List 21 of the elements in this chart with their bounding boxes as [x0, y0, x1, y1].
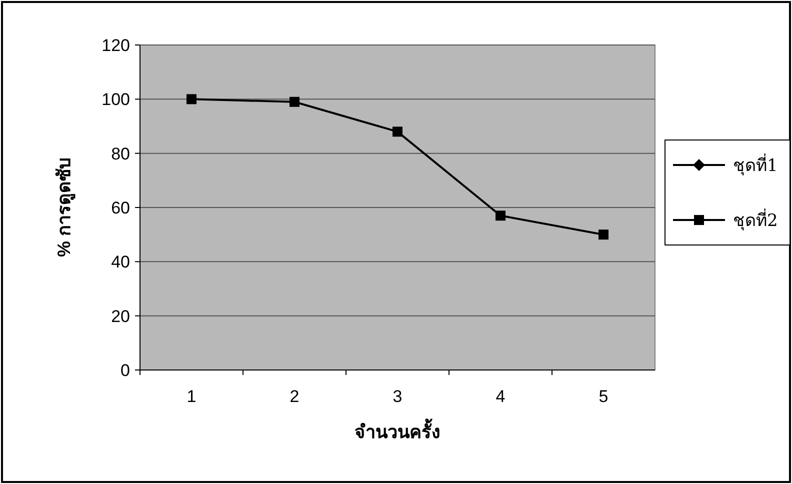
point — [496, 210, 506, 221]
y-tick-label: 60 — [111, 198, 130, 218]
y-tick-label: 40 — [111, 252, 130, 272]
y-tick-label: 20 — [111, 306, 130, 326]
point — [392, 126, 402, 137]
point — [186, 94, 196, 104]
y-tick-label: 80 — [111, 144, 130, 164]
x-tick-label: 5 — [598, 387, 608, 406]
y-tick-label: 100 — [102, 90, 130, 110]
x-tick-label: 3 — [392, 387, 402, 406]
y-axis-title: % การดูดซับ — [54, 158, 76, 258]
y-tick-label: 120 — [102, 36, 130, 55]
x-tick-label: 4 — [496, 387, 506, 406]
legend-label: ชุดที่1 — [733, 153, 778, 176]
x-axis-title: จำนวนครั้ง — [354, 418, 440, 442]
point — [290, 96, 300, 107]
x-tick-label: 2 — [290, 387, 300, 406]
x-tick-label: 1 — [186, 387, 196, 406]
point — [598, 230, 608, 240]
y-tick-label: 0 — [120, 361, 130, 380]
legend-label: ชุดที่2 — [733, 208, 778, 231]
